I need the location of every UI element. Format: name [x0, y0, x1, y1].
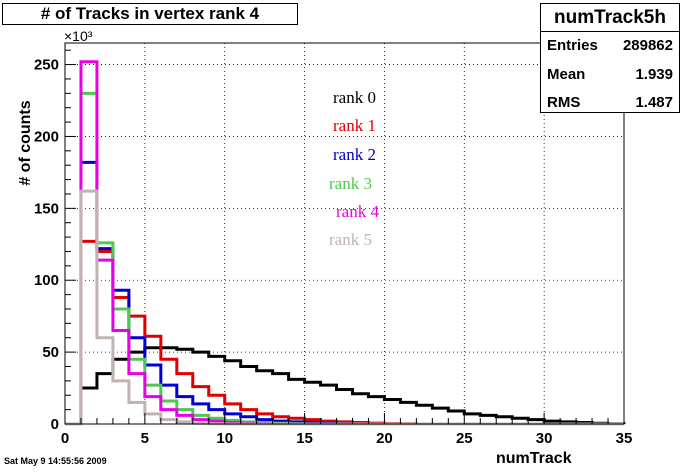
y-tick-label: 0	[51, 416, 59, 433]
legend-entry-rank-5: rank 5	[329, 230, 372, 249]
stats-value: 1.939	[635, 66, 673, 83]
x-tick-label: 5	[141, 430, 149, 447]
x-tick-label: 30	[536, 430, 553, 447]
x-tick-label: 25	[456, 430, 473, 447]
y-tick-label: 100	[34, 272, 59, 289]
plot-title: # of Tracks in vertex rank 4	[2, 3, 298, 25]
stats-row-mean: Mean 1.939	[547, 65, 673, 85]
x-tick-label: 10	[216, 430, 233, 447]
legend-entry-rank-1: rank 1	[333, 116, 376, 135]
legend-entry-rank-3: rank 3	[329, 174, 372, 193]
y-tick-label: 150	[34, 200, 59, 217]
y-tick-label: 200	[34, 128, 59, 145]
x-tick-label: 15	[296, 430, 313, 447]
stats-histogram-name: numTrack5h	[541, 4, 679, 32]
legend-entry-rank-0: rank 0	[333, 88, 376, 107]
x-tick-label: 0	[61, 430, 69, 447]
stats-value: 289862	[622, 37, 673, 54]
stats-row-entries: Entries 289862	[547, 36, 673, 56]
y-tick-label: 50	[42, 344, 59, 361]
timestamp: Sat May 9 14:55:56 2009	[4, 456, 107, 466]
axes: 0 5 10 15 20 25 30 35 0 50 100 150 200 250	[34, 49, 633, 447]
x-tick-label: 20	[376, 430, 393, 447]
series-rank-3	[65, 91, 624, 426]
legend-entry-rank-2: rank 2	[333, 145, 376, 164]
y-axis-exponent: ×10³	[64, 28, 93, 44]
stats-label: RMS	[547, 94, 581, 111]
stats-box: numTrack5h Entries 289862 Mean 1.939 RMS…	[540, 3, 680, 113]
y-tick-label: 250	[34, 57, 59, 74]
stats-label: Mean	[547, 66, 586, 83]
stats-value: 1.487	[635, 94, 673, 111]
stats-label: Entries	[547, 37, 598, 54]
y-axis-title: # of counts	[17, 100, 34, 185]
stats-row-rms: RMS 1.487	[547, 93, 673, 113]
series-rank-0	[65, 346, 626, 426]
x-tick-label: 35	[616, 430, 633, 447]
plot-frame	[64, 42, 625, 425]
x-axis-title: numTrack	[496, 450, 572, 467]
legend-entry-rank-4: rank 4	[336, 202, 379, 221]
